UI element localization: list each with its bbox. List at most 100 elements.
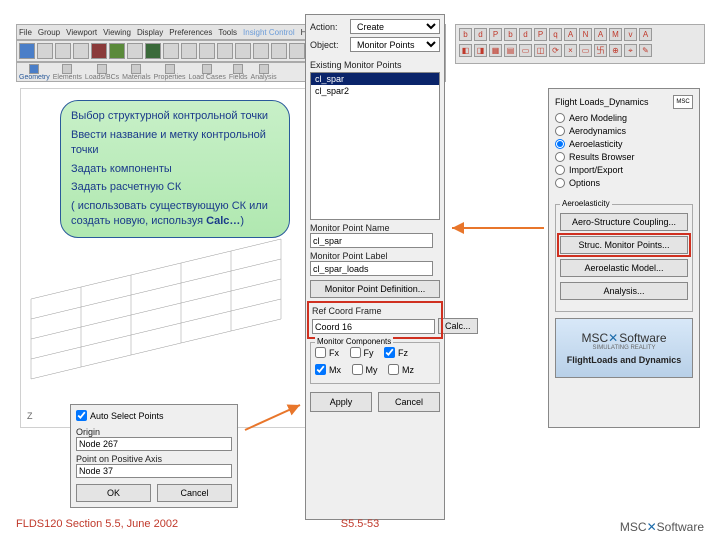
import-export-radio[interactable]: Import/Export — [555, 165, 693, 175]
menu-insight-control[interactable]: Insight Control — [243, 28, 295, 37]
view-icon[interactable]: M — [609, 28, 622, 41]
menu-file[interactable]: File — [19, 28, 32, 37]
tb-icon[interactable] — [217, 43, 233, 59]
menu-group[interactable]: Group — [38, 28, 60, 37]
action-label: Action: — [310, 22, 350, 32]
cancel-button[interactable]: Cancel — [157, 484, 232, 502]
callout-line: Задать компоненты — [71, 162, 279, 177]
view-icon[interactable]: P — [534, 28, 547, 41]
view-icon[interactable]: × — [564, 44, 577, 57]
callout-line: Выбор структурной контрольной точки — [71, 109, 279, 124]
fx-checkbox[interactable]: Fx — [315, 347, 339, 358]
ok-button[interactable]: OK — [76, 484, 151, 502]
tb-icon[interactable] — [145, 43, 161, 59]
view-icon[interactable]: q — [549, 28, 562, 41]
menu-viewing[interactable]: Viewing — [103, 28, 131, 37]
module-loadsbcs[interactable]: Loads/BCs — [85, 64, 119, 81]
view-icon[interactable]: b — [504, 28, 517, 41]
action-select[interactable]: Create — [350, 19, 440, 34]
tb-icon[interactable] — [91, 43, 107, 59]
view-icon[interactable]: ⌖ — [624, 44, 637, 57]
origin-input[interactable] — [76, 437, 232, 451]
tb-icon[interactable] — [37, 43, 53, 59]
toolbar-view: bdPbdPqANAMvA ◧◨▦▤▭◫⟳×▭卐⊕⌖✎ — [455, 24, 705, 64]
view-icon[interactable]: d — [519, 28, 532, 41]
view-icon[interactable]: A — [564, 28, 577, 41]
cancel-button[interactable]: Cancel — [378, 392, 440, 412]
tb-icon[interactable] — [127, 43, 143, 59]
fz-checkbox[interactable]: Fz — [384, 347, 408, 358]
view-icon[interactable]: P — [489, 28, 502, 41]
aeroelasticity-group: Aeroelasticity Aero-Structure Coupling..… — [555, 204, 693, 312]
my-checkbox[interactable]: My — [352, 364, 378, 375]
menu-display[interactable]: Display — [137, 28, 163, 37]
view-icon[interactable]: A — [594, 28, 607, 41]
view-icon[interactable]: ⊕ — [609, 44, 622, 57]
mx-checkbox[interactable]: Mx — [315, 364, 341, 375]
module-analysis[interactable]: Analysis — [251, 64, 277, 81]
aero-structure-button[interactable]: Aero-Structure Coupling... — [560, 213, 688, 231]
axis-input[interactable] — [76, 464, 232, 478]
tb-icon[interactable] — [253, 43, 269, 59]
module-loadcases[interactable]: Load Cases — [188, 64, 225, 81]
module-properties[interactable]: Properties — [154, 64, 186, 81]
tb-icon[interactable] — [235, 43, 251, 59]
view-icon[interactable]: ✎ — [639, 44, 652, 57]
options-radio[interactable]: Options — [555, 178, 693, 188]
tb-icon[interactable] — [199, 43, 215, 59]
view-icon[interactable]: ◫ — [534, 44, 547, 57]
view-icon[interactable]: b — [459, 28, 472, 41]
view-icon[interactable]: ▭ — [579, 44, 592, 57]
view-icon[interactable]: N — [579, 28, 592, 41]
analysis-button[interactable]: Analysis... — [560, 282, 688, 300]
view-icon[interactable]: ◨ — [474, 44, 487, 57]
view-icon[interactable]: A — [639, 28, 652, 41]
list-item[interactable]: cl_spar2 — [311, 85, 439, 97]
menu-preferences[interactable]: Preferences — [169, 28, 212, 37]
menu-viewport[interactable]: Viewport — [66, 28, 97, 37]
mz-checkbox[interactable]: Mz — [388, 364, 414, 375]
view-icon[interactable]: ▦ — [489, 44, 502, 57]
module-fields[interactable]: Fields — [229, 64, 248, 81]
callout-line: ( использовать существующую СК или созда… — [71, 199, 279, 229]
view-icon[interactable]: ◧ — [459, 44, 472, 57]
auto-select-checkbox[interactable]: Auto Select Points — [76, 410, 164, 421]
aero-modeling-radio[interactable]: Aero Modeling — [555, 113, 693, 123]
mp-label-input[interactable] — [310, 261, 433, 276]
tb-icon[interactable] — [19, 43, 35, 59]
view-icon[interactable]: d — [474, 28, 487, 41]
fy-checkbox[interactable]: Fy — [350, 347, 374, 358]
apply-button[interactable]: Apply — [310, 392, 372, 412]
aeroelasticity-radio[interactable]: Aeroelasticity — [555, 139, 693, 149]
menu-tools[interactable]: Tools — [218, 28, 237, 37]
tb-icon[interactable] — [181, 43, 197, 59]
tb-icon[interactable] — [271, 43, 287, 59]
view-icon[interactable]: ⟳ — [549, 44, 562, 57]
struc-monitor-points-button[interactable]: Struc. Monitor Points... — [560, 236, 688, 254]
monitor-components-group: Monitor Components Fx Fy Fz Mx My Mz — [310, 342, 440, 384]
view-icon[interactable]: 卐 — [594, 44, 607, 57]
view-icon[interactable]: ▤ — [504, 44, 517, 57]
object-select[interactable]: Monitor Points — [350, 37, 440, 52]
view-icon[interactable]: ▭ — [519, 44, 532, 57]
tb-icon[interactable] — [73, 43, 89, 59]
annotation-callout: Выбор структурной контрольной точки Ввес… — [60, 100, 290, 238]
list-item[interactable]: cl_spar — [311, 73, 439, 85]
tb-icon[interactable] — [163, 43, 179, 59]
ref-frame-input[interactable] — [312, 319, 435, 334]
mp-definition-button[interactable]: Monitor Point Definition... — [310, 280, 440, 298]
results-browser-radio[interactable]: Results Browser — [555, 152, 693, 162]
view-icon[interactable]: v — [624, 28, 637, 41]
tb-icon[interactable] — [289, 43, 305, 59]
tb-icon[interactable] — [109, 43, 125, 59]
aeroelastic-model-button[interactable]: Aeroelastic Model... — [560, 259, 688, 277]
calc-button[interactable]: Calc... — [438, 318, 478, 334]
module-materials[interactable]: Materials — [122, 64, 150, 81]
callout-line: Ввести название и метку контрольной точк… — [71, 128, 279, 158]
mp-name-input[interactable] — [310, 233, 433, 248]
aerodynamics-radio[interactable]: Aerodynamics — [555, 126, 693, 136]
module-geometry[interactable]: Geometry — [19, 64, 50, 81]
existing-mp-list[interactable]: cl_spar cl_spar2 — [310, 72, 440, 220]
tb-icon[interactable] — [55, 43, 71, 59]
module-elements[interactable]: Elements — [53, 64, 82, 81]
